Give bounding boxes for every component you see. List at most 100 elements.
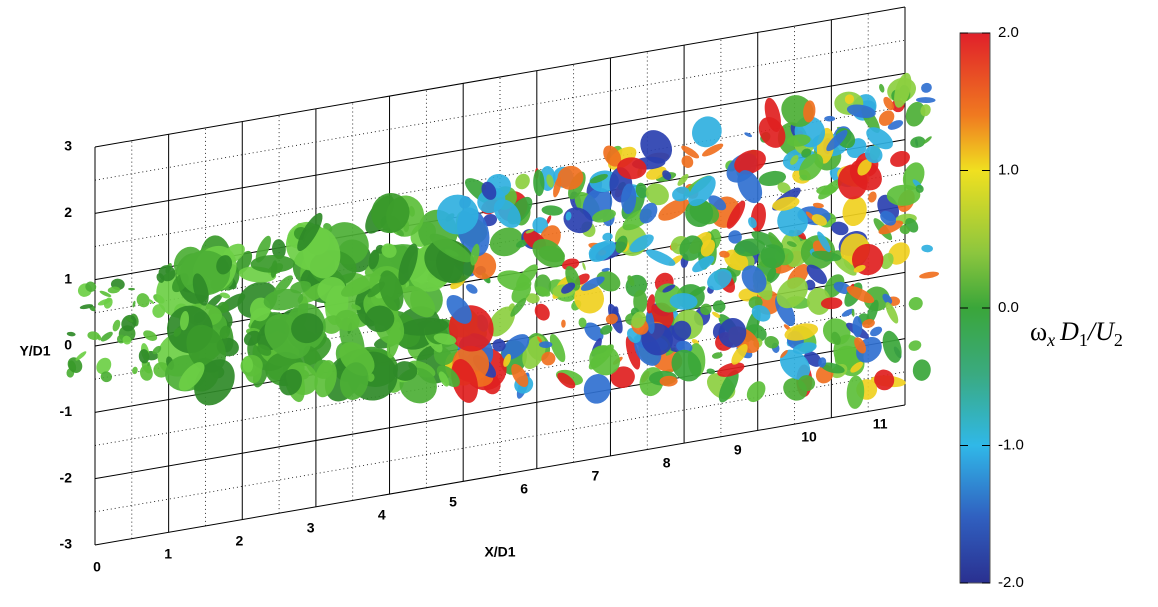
vortex-blob [574,283,605,314]
vortex-blob [256,344,272,356]
x-tick-label: 7 [592,468,600,484]
vortex-blob [790,154,799,165]
vortex-blob [811,214,827,226]
vortex-blob [143,330,158,341]
vortex-blob [535,286,551,297]
x-tick-label: 5 [449,494,457,510]
vortex-blob [846,375,865,409]
vortex-blob [263,288,304,311]
vortex-blob [532,217,549,234]
vortex-blob [66,331,76,337]
vortex-blob [629,234,654,253]
vortex-blob [841,308,855,317]
vortex-blob [719,250,730,258]
vortex-blob [826,129,848,152]
vortex-blob [297,212,323,252]
vortex-blob [192,273,209,306]
vortex-blob [112,319,121,332]
vortex-blob [451,359,479,403]
vortex-blob [672,186,690,202]
vortex-blob [671,349,702,382]
colorbar-tick-label: 1.0 [998,161,1019,178]
vortex-blob [534,303,550,321]
vortex-blob [700,303,712,316]
vortex-blob [466,284,478,294]
colorbar-tick-label: 2.0 [998,24,1019,41]
y-tick-label: -2 [60,469,73,485]
vortex-blob [493,199,521,228]
vortex-blob [444,249,459,257]
vortex-blob [850,361,863,373]
label-part: 2 [1114,330,1123,350]
y-tick-label: 1 [64,270,72,286]
vortex-blob [760,244,786,269]
vortex-blob [610,366,635,389]
vortex-blob [879,83,885,93]
vortex-blob [602,232,613,241]
vortex-blob [446,294,472,324]
vortex-blob [758,170,787,187]
vortex-isosurface [66,72,940,409]
vortex-blob [846,285,875,304]
vortex-blob [488,306,515,337]
vortex-blob [561,282,576,294]
vortex-blob [578,317,587,328]
vortex-blob [711,352,723,359]
vortex-blob [831,221,849,236]
vortex-blob [799,153,824,181]
y-tick-label: -1 [60,403,73,419]
vortex-blob [366,373,375,382]
vortex-blob [812,202,824,209]
x-tick-label: 2 [236,533,244,549]
vortex-blob [335,309,360,332]
vortex-blob [746,381,766,403]
x-tick-label: 9 [734,442,742,458]
vortex-blob [658,198,690,221]
vortex-blob [546,174,554,188]
vortex-blob [764,97,781,132]
y-axis-label: Y/D1 [19,343,50,359]
vortex-blob [605,313,618,325]
vortex-blob [561,319,566,328]
grid-line [94,338,906,480]
vortex-blob [751,305,771,322]
vortex-blob [291,313,324,344]
vortex-blob [340,273,381,297]
vortex-blob [772,196,800,211]
vortex-blob [776,277,808,309]
vortex-blob [780,349,811,380]
vortex-blob [589,345,621,376]
vortex-blob [908,297,923,311]
vortex-blob [97,298,111,306]
vortex-blob [235,250,253,275]
vortex-blob [923,136,932,144]
vortex-blob [849,159,882,191]
vortex-blob [692,116,722,148]
vortex-blob [592,209,616,223]
vortex-blob [481,181,497,200]
vortex-blob [803,100,816,123]
label-part: 1 [1079,330,1088,350]
vortex-blob [777,182,791,194]
vortex-blob [617,157,647,180]
vortex-blob [833,281,852,295]
vortex-blob [631,311,646,329]
vortex-blob [625,335,641,370]
vortex-blob [786,241,797,247]
vortex-blob [731,344,748,365]
grid-line [94,404,906,546]
vortex-blob [662,170,672,181]
vortex-blob [601,267,610,272]
vortex-blob [880,210,897,226]
vortex-blob [882,293,893,305]
vortex-blob [99,290,112,298]
vortex-blob [862,319,875,329]
vortex-blob [489,227,524,257]
vortex-blob [433,333,457,345]
x-tick-label: 0 [93,559,101,575]
vortex-blob [905,101,926,127]
vortex-blob [870,326,883,337]
vortex-blob [107,286,121,294]
x-tick-label: 10 [801,429,817,445]
vortex-blob [885,302,899,324]
